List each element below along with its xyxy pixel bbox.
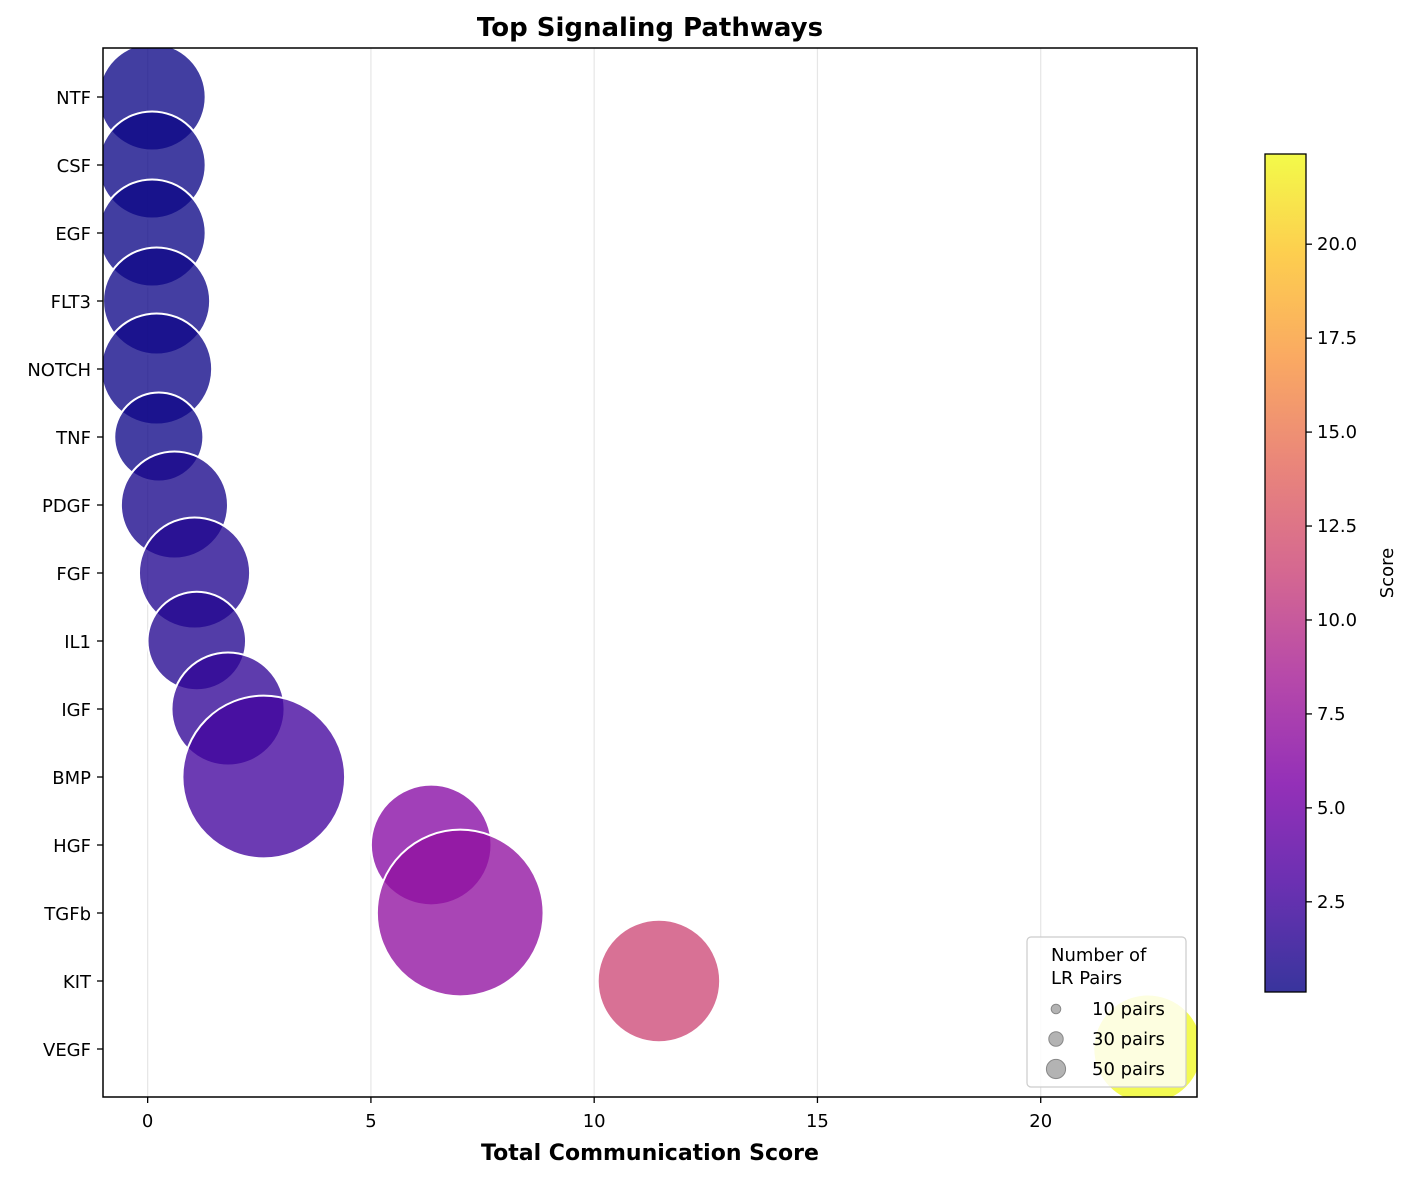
size-legend-label: 30 pairs	[1092, 1029, 1165, 1050]
y-tick-label: KIT	[63, 972, 92, 993]
size-legend-label: 10 pairs	[1092, 999, 1165, 1020]
colorbar-tick-label: 20.0	[1317, 234, 1357, 255]
colorbar-tick-label: 2.5	[1317, 892, 1346, 913]
colorbar-gradient	[1265, 154, 1306, 992]
x-axis-label: Total Communication Score	[481, 1141, 819, 1166]
chart-title: Top Signaling Pathways	[477, 13, 823, 43]
y-tick-label: EGF	[55, 224, 91, 245]
x-tick-label: 0	[142, 1111, 153, 1132]
y-tick-label: CSF	[57, 156, 91, 177]
size-legend-marker	[1048, 1031, 1064, 1047]
colorbar-label: Score	[1377, 548, 1398, 598]
y-tick-label: NTF	[56, 88, 91, 109]
y-tick-label: FGF	[56, 564, 91, 585]
colorbar-tick-label: 5.0	[1317, 798, 1346, 819]
size-legend-title: LR Pairs	[1051, 968, 1122, 989]
x-tick-label: 10	[583, 1111, 606, 1132]
y-tick-label: TGFb	[43, 904, 91, 925]
bubble-bmp	[181, 694, 347, 860]
size-legend-marker	[1045, 1058, 1067, 1080]
size-legend-label: 50 pairs	[1092, 1059, 1165, 1080]
y-tick-label: FLT3	[51, 292, 91, 313]
size-legend-box	[1026, 936, 1187, 1088]
x-tick-label: 5	[365, 1111, 376, 1132]
y-tick-label: TNF	[55, 428, 91, 449]
colorbar-frame	[1264, 153, 1307, 993]
y-tick-label: HGF	[53, 836, 91, 857]
size-legend-marker	[1050, 1003, 1062, 1015]
size-legend-title: Number of	[1051, 945, 1147, 966]
colorbar-tick-label: 7.5	[1317, 704, 1346, 725]
colorbar-tick-label: 12.5	[1317, 516, 1357, 537]
y-tick-label: BMP	[52, 768, 91, 789]
y-tick-label: IL1	[64, 632, 91, 653]
y-tick-label: NOTCH	[27, 360, 91, 381]
y-tick-label: PDGF	[42, 496, 91, 517]
y-tick-label: VEGF	[43, 1040, 91, 1061]
colorbar-tick-label: 15.0	[1317, 422, 1357, 443]
x-tick-label: 20	[1029, 1111, 1052, 1132]
y-tick-label: IGF	[61, 700, 91, 721]
x-tick-label: 15	[806, 1111, 829, 1132]
bubble-tgfb	[375, 828, 545, 998]
colorbar-tick-label: 17.5	[1317, 328, 1357, 349]
colorbar-tick-label: 10.0	[1317, 610, 1357, 631]
bubble-kit	[596, 918, 722, 1044]
